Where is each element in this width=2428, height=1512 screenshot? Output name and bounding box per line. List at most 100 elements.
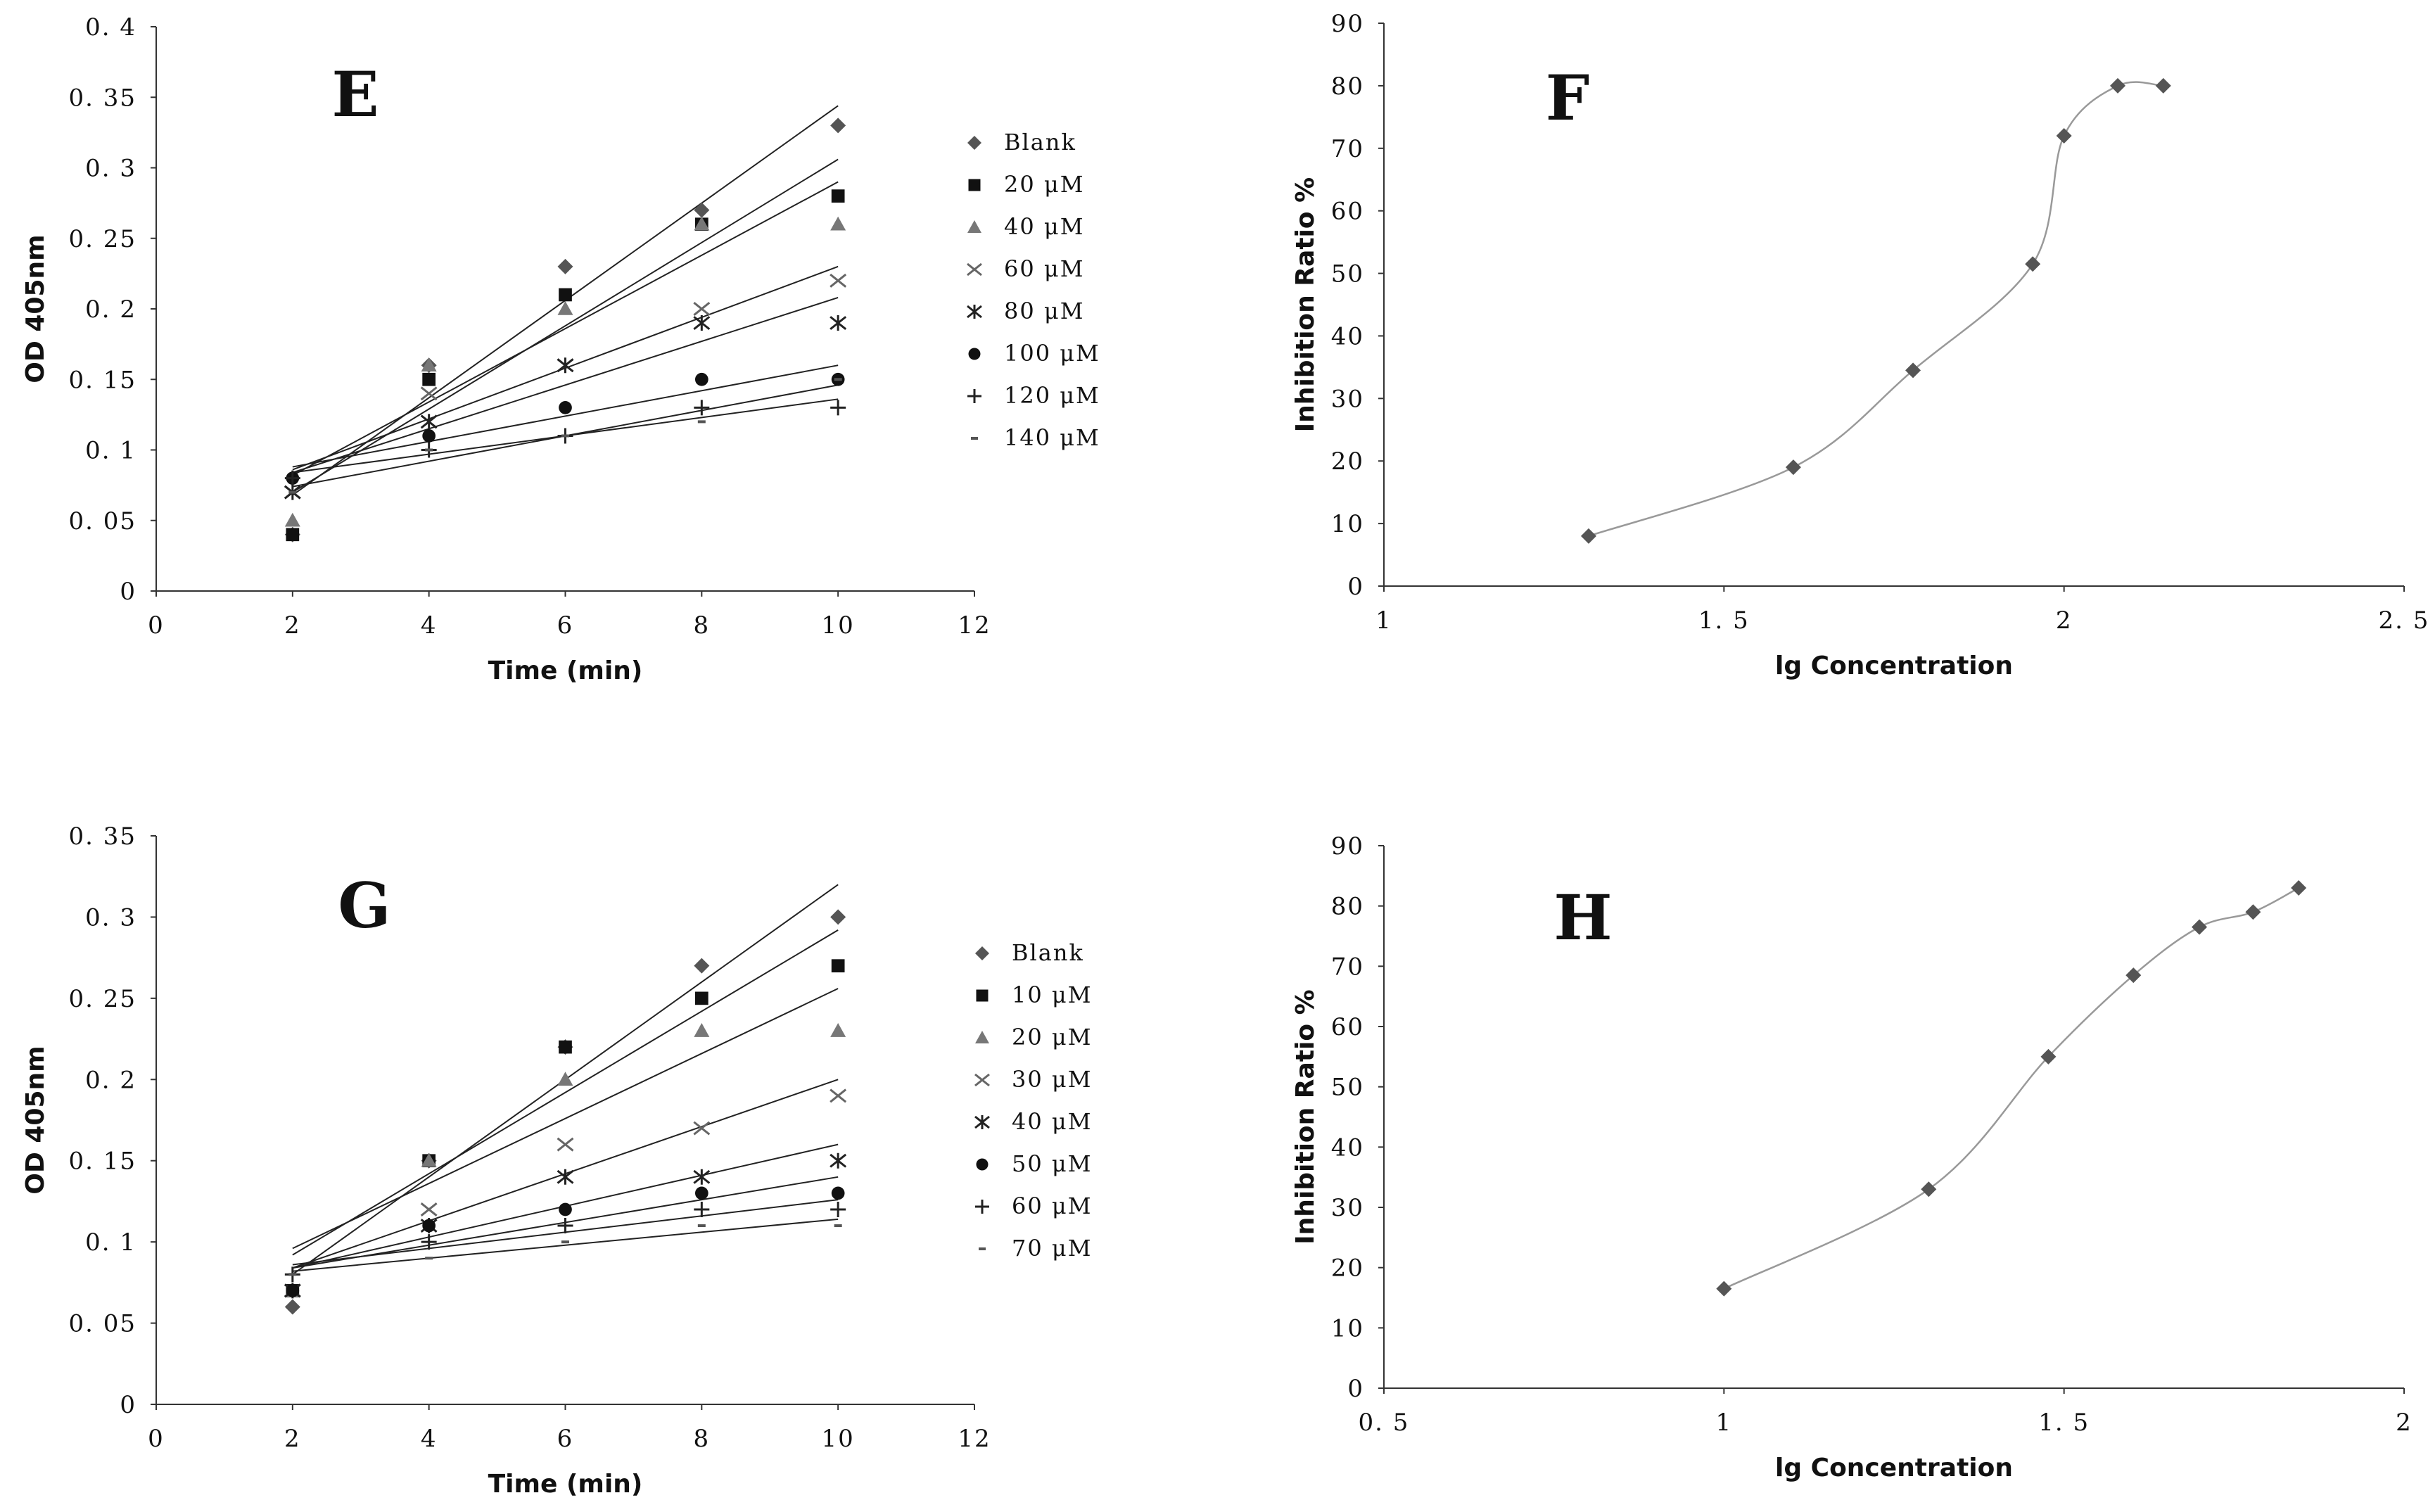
data-point	[284, 470, 300, 486]
y-tick-label: 0. 25	[68, 225, 136, 253]
legend-marker	[976, 1158, 989, 1171]
legend-entry: 70 μM	[1012, 1235, 1092, 1262]
legend-marker	[976, 989, 989, 1002]
data-point	[830, 1201, 846, 1217]
data-point	[557, 301, 573, 315]
chart-panel-h: 0 10 20 30 40 50 60 70 80 90 0. 5 1 1. 5 2 lg Concentr…	[1291, 832, 2411, 1482]
legend-entry: 20 μM	[1012, 1024, 1092, 1050]
data-point	[284, 512, 300, 527]
y-tick-label: 10	[1331, 510, 1364, 538]
data-point	[559, 1202, 572, 1216]
y-axis-title: OD 405nm	[21, 234, 50, 383]
legend-entry: 60 μM	[1004, 255, 1084, 282]
data-point	[831, 189, 845, 203]
legend-marker	[975, 1200, 989, 1214]
legend-entry: 80 μM	[1004, 298, 1084, 324]
y-tick-label: 0. 35	[68, 84, 136, 112]
y-tick-label: 0. 05	[68, 1310, 136, 1338]
x-axis-title: Time (min)	[488, 656, 643, 685]
x-tick-label: 2	[2056, 606, 2073, 635]
data-point	[694, 216, 710, 231]
y-axis-title: Inhibition Ratio %	[1291, 177, 1320, 432]
legend-entry: 40 μM	[1012, 1108, 1092, 1135]
y-tick-label: 90	[1331, 832, 1364, 860]
data-point	[830, 1152, 847, 1169]
y-axis-title: OD 405nm	[21, 1046, 50, 1194]
data-point	[422, 1219, 436, 1233]
data-point	[830, 216, 846, 231]
y-tick-label: 0	[120, 578, 136, 606]
y-tick-label: 60	[1331, 1013, 1364, 1041]
data-point	[284, 1299, 300, 1315]
panel-label: G	[338, 869, 390, 942]
x-tick-label: 6	[557, 611, 574, 640]
legend-entry: 20 μM	[1004, 171, 1084, 198]
x-tick-label: 2. 5	[2379, 606, 2428, 635]
y-tick-label: 0	[1347, 573, 1364, 601]
x-tick-label: 12	[958, 611, 991, 640]
legend-entry: 40 μM	[1004, 213, 1084, 240]
trendline	[292, 988, 839, 1250]
data-point	[830, 117, 846, 134]
data-point	[420, 414, 438, 430]
data-point	[422, 429, 436, 443]
data-point	[2125, 967, 2142, 984]
x-tick-label: 1. 5	[1698, 606, 1750, 635]
data-point	[1580, 528, 1596, 544]
y-tick-label: 20	[1331, 1254, 1364, 1283]
y-tick-label: 0. 05	[68, 507, 136, 535]
x-axis-title: lg Concentration	[1775, 1454, 2013, 1482]
chart-panel-f: 0 10 20 30 40 50 60 70 80 90 1 1. 5 2 2. 5 lg Concentr…	[1291, 10, 2428, 680]
y-tick-label: 0. 3	[85, 155, 136, 183]
x-tick-label: 4	[421, 611, 438, 640]
x-tick-label: 10	[822, 611, 855, 640]
y-tick-label: 30	[1331, 1194, 1364, 1222]
x-tick-label: 1	[1716, 1409, 1733, 1437]
data-point	[559, 1040, 572, 1054]
data-point	[2040, 1048, 2057, 1065]
y-tick-label: 0. 3	[85, 903, 136, 932]
legend-entry: 100 μM	[1004, 340, 1100, 367]
data-point	[421, 357, 437, 371]
data-point	[286, 528, 300, 542]
data-point	[1785, 459, 1801, 476]
data-point	[830, 273, 847, 288]
legend-entry: Blank	[1004, 129, 1076, 155]
panel-label: H	[1553, 881, 1612, 954]
trendline	[292, 364, 839, 468]
x-tick-label: 2	[284, 611, 301, 640]
legend-entry: Blank	[1012, 939, 1084, 966]
legend-marker	[967, 220, 981, 233]
y-tick-label: 80	[1331, 72, 1364, 101]
legend-marker	[967, 305, 982, 319]
data-point	[2291, 879, 2307, 896]
data-point	[694, 958, 710, 974]
y-tick-label: 90	[1331, 10, 1364, 38]
y-tick-label: 60	[1331, 198, 1364, 226]
data-point	[831, 1186, 845, 1200]
data-point	[2110, 77, 2126, 94]
panel-label: F	[1546, 61, 1589, 134]
y-tick-label: 0	[1347, 1375, 1364, 1403]
legend-marker	[974, 1115, 990, 1129]
series-line	[1723, 887, 2299, 1290]
data-point	[557, 1218, 573, 1234]
data-point	[694, 202, 710, 218]
x-tick-label: 0. 5	[1359, 1409, 1410, 1437]
data-point	[693, 302, 711, 316]
trendline	[292, 1218, 839, 1272]
y-tick-label: 0. 15	[68, 1148, 136, 1176]
y-tick-label: 0. 4	[85, 13, 136, 42]
legend-marker	[967, 136, 981, 150]
data-point	[420, 386, 438, 401]
x-tick-label: 0	[148, 611, 165, 640]
x-tick-label: 1	[1375, 606, 1392, 635]
trendline	[292, 158, 839, 493]
y-tick-label: 40	[1331, 1133, 1364, 1162]
data-point	[694, 372, 708, 386]
data-point	[421, 1234, 437, 1250]
y-tick-label: 80	[1331, 893, 1364, 921]
y-tick-label: 50	[1331, 260, 1364, 288]
x-tick-label: 2	[284, 1425, 301, 1453]
